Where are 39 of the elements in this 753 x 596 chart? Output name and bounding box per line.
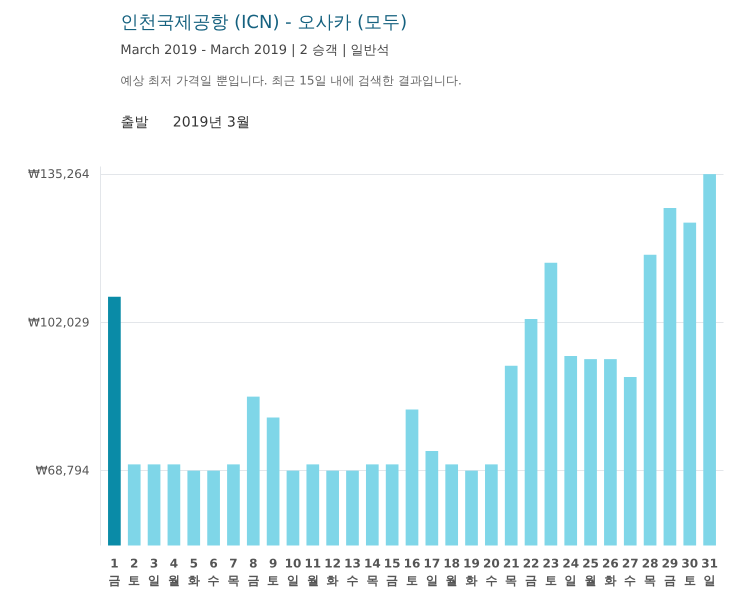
x-tick-label: 13 수 bbox=[344, 556, 361, 588]
x-tick-label: 8 금 bbox=[247, 556, 260, 588]
x-tick-label: 26 화 bbox=[602, 556, 619, 588]
x-tick-label: 30 토 bbox=[681, 556, 698, 588]
x-tick-label: 19 화 bbox=[463, 556, 480, 588]
x-tick-label: 16 토 bbox=[404, 556, 420, 588]
x-tick-label: 22 금 bbox=[522, 556, 540, 588]
x-tick-label: 2 토 bbox=[128, 556, 140, 588]
chart-subtitle: March 2019 - March 2019 | 2 승객 | 일반석 bbox=[120, 43, 390, 58]
x-tick-label: 28 목 bbox=[642, 556, 658, 588]
x-tick-label: 20 수 bbox=[483, 556, 500, 588]
text: 예상 최저 가격일 뿐입니다. 최근 15일 내에 검색한 결과입니다. bbox=[120, 74, 462, 88]
x-tick-label: 25 월 bbox=[582, 556, 599, 588]
x-tick-label: 12 화 bbox=[324, 556, 341, 588]
x-tick-label: 14 목 bbox=[364, 556, 381, 588]
x-tick-label: 18 월 bbox=[443, 556, 460, 588]
x-tick-label: 27 수 bbox=[622, 556, 639, 588]
x-tick-label: 1 금 bbox=[108, 556, 120, 588]
x-tick-label: 9 토 bbox=[267, 556, 280, 588]
x-tick-label: 24 일 bbox=[562, 556, 580, 588]
x-tick-label: 7 목 bbox=[227, 556, 240, 588]
x-tick-label: 10 일 bbox=[284, 556, 302, 588]
y-tick-label: ₩102,029 bbox=[28, 315, 90, 330]
y-tick-label: ₩68,794 bbox=[36, 464, 90, 478]
x-tick-label: 3 일 bbox=[148, 556, 160, 588]
y-tick-label: ₩135,264 bbox=[28, 167, 90, 182]
x-tick-label: 15 금 bbox=[384, 556, 401, 588]
x-tick-label: 31 일 bbox=[701, 556, 718, 588]
x-tick-label: 6 수 bbox=[208, 556, 220, 588]
x-tick-label: 23 토 bbox=[542, 556, 560, 588]
x-tick-label: 17 일 bbox=[423, 556, 440, 588]
x-tick-label: 11 월 bbox=[304, 556, 322, 588]
x-tick-label: 29 금 bbox=[662, 556, 678, 588]
chart-title: 인천국제공항 (ICN) - 오사카 (모두) bbox=[120, 12, 408, 33]
x-tick-label: 4 월 bbox=[168, 556, 180, 588]
x-tick-label: 21 목 bbox=[502, 556, 520, 588]
x-tick-label: 5 화 bbox=[188, 556, 200, 588]
text: 2019년 3월 bbox=[172, 114, 250, 130]
text: 출발 bbox=[120, 114, 148, 130]
